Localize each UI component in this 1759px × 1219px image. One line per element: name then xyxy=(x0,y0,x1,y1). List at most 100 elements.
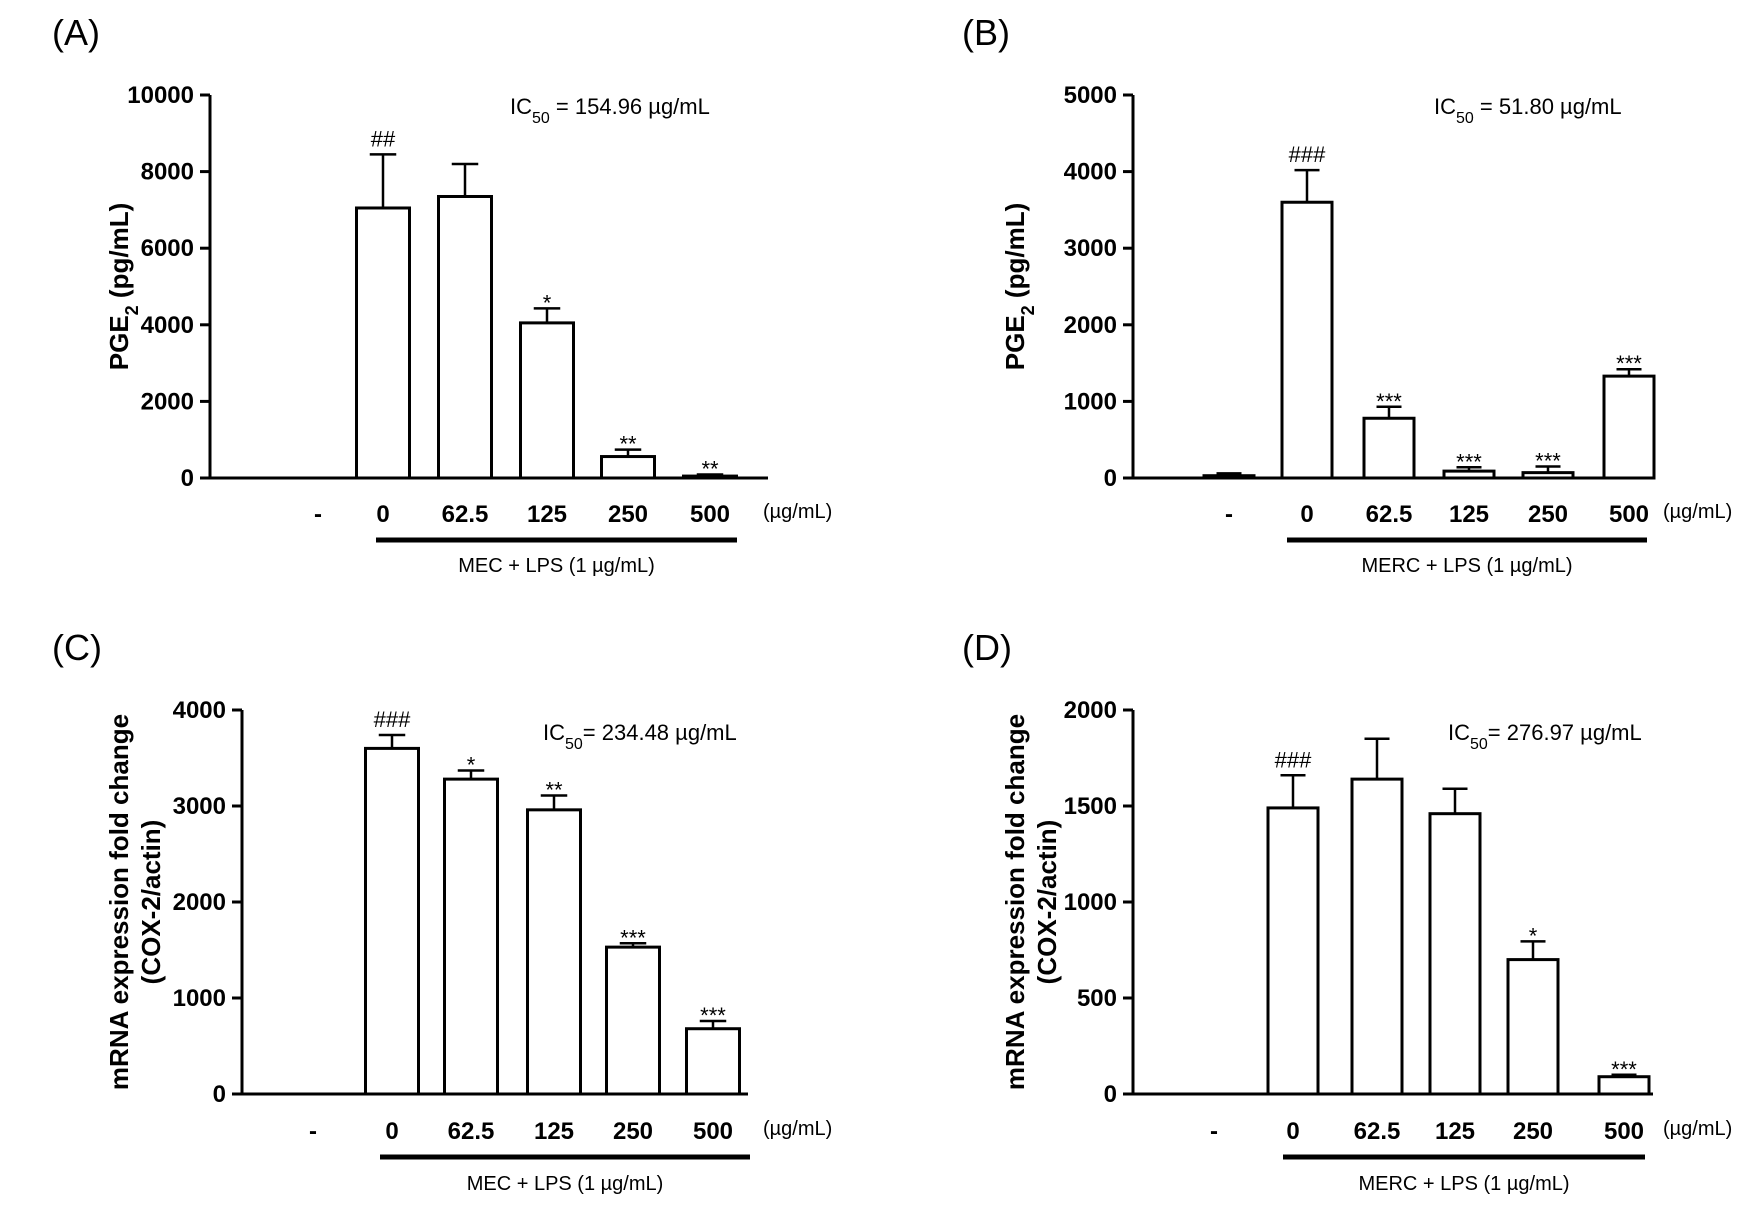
y-tick-label: 2000 xyxy=(141,388,194,415)
ic50-annotation: IC50 = 154.96 µg/mL xyxy=(510,94,710,127)
y-tick-label: 1000 xyxy=(1064,388,1117,415)
y-tick-label: 1000 xyxy=(1064,889,1117,916)
x-tick-label: 62.5 xyxy=(448,1118,495,1145)
group-label: MEC + LPS (1 µg/mL) xyxy=(467,1173,664,1195)
ic50-annotation: IC50= 234.48 µg/mL xyxy=(543,720,737,753)
x-tick-label: 62.5 xyxy=(1354,1118,1401,1145)
x-tick-label: 62.5 xyxy=(442,501,489,528)
significance-label: *** xyxy=(700,1003,726,1028)
y-tick-label: 10000 xyxy=(127,82,194,109)
x-tick-label: 0 xyxy=(1300,501,1313,528)
significance-label: ### xyxy=(1275,747,1312,772)
ic50-value: = 154.96 µg/mL xyxy=(550,94,710,119)
significance-label: ## xyxy=(371,126,396,151)
y-tick-label: 0 xyxy=(181,465,194,492)
x-tick-label: 0 xyxy=(385,1118,398,1145)
bar xyxy=(685,1027,741,1096)
y-tick-label: 0 xyxy=(1104,1081,1117,1108)
x-unit-label: (µg/mL) xyxy=(763,501,832,523)
ic50-prefix: IC xyxy=(1434,94,1456,119)
significance-label: ### xyxy=(374,707,411,732)
chart-panel: (A) 0 2000 4000 6000 8000 10000 PGE2 (pg/mL) - ##… xyxy=(52,12,832,577)
bar xyxy=(600,455,656,480)
y-axis-label-suffix: (pg/mL) xyxy=(1000,203,1030,306)
panel-label: (A) xyxy=(52,12,100,53)
ic50-prefix: IC xyxy=(510,94,532,119)
bar xyxy=(364,746,420,1096)
significance-label: * xyxy=(1529,923,1538,948)
y-axis-label-sub: 2 xyxy=(122,305,142,315)
y-tick-label: 0 xyxy=(213,1081,226,1108)
x-tick-label: 62.5 xyxy=(1366,501,1413,528)
ic50-value: = 51.80 µg/mL xyxy=(1474,94,1622,119)
x-tick-label: - xyxy=(309,1118,317,1145)
y-tick-label: 6000 xyxy=(141,235,194,262)
y-axis-label: mRNA expression fold change xyxy=(1000,714,1030,1090)
y-axis-label-main: PGE xyxy=(1000,315,1030,370)
y-tick-label: 4000 xyxy=(1064,159,1117,186)
significance-label: ** xyxy=(545,777,563,802)
x-tick-label: 125 xyxy=(534,1118,574,1145)
y-tick-label: 1500 xyxy=(1064,793,1117,820)
bar xyxy=(1362,416,1416,480)
x-tick-label: 125 xyxy=(1435,1118,1475,1145)
x-unit-label: (µg/mL) xyxy=(1663,501,1732,523)
x-tick-label: 250 xyxy=(1513,1118,1553,1145)
ic50-prefix: IC xyxy=(543,720,565,745)
x-tick-label: 0 xyxy=(1286,1118,1299,1145)
bar xyxy=(526,808,582,1096)
bar xyxy=(1602,374,1656,480)
bar xyxy=(355,206,411,480)
y-tick-label: 3000 xyxy=(1064,235,1117,262)
bar xyxy=(437,194,493,480)
ic50-value: = 276.97 µg/mL xyxy=(1488,720,1642,745)
panel-label: (D) xyxy=(962,627,1012,668)
y-axis-label-sub: 2 xyxy=(1018,305,1038,315)
y-tick-label: 8000 xyxy=(141,159,194,186)
ic50-sub: 50 xyxy=(565,736,583,753)
significance-label: * xyxy=(543,290,552,315)
x-unit-label: (µg/mL) xyxy=(1663,1118,1732,1140)
significance-label: ** xyxy=(619,432,637,457)
ic50-value: = 234.48 µg/mL xyxy=(583,720,737,745)
chart-panel: (D) 0 500 1000 1500 2000 mRNA expression fold … xyxy=(962,627,1732,1195)
ic50-annotation: IC50= 276.97 µg/mL xyxy=(1448,720,1642,753)
y-axis-label-line2: (COX-2/actin) xyxy=(1032,820,1062,985)
y-tick-label: 2000 xyxy=(1064,312,1117,339)
ic50-sub: 50 xyxy=(1456,110,1474,127)
x-tick-label: 500 xyxy=(1609,501,1649,528)
y-tick-label: 3000 xyxy=(173,793,226,820)
bar xyxy=(519,321,575,480)
y-axis-label: mRNA expression fold change xyxy=(104,714,134,1090)
y-tick-label: 2000 xyxy=(1064,697,1117,724)
x-tick-label: - xyxy=(1225,501,1233,528)
group-label: MEC + LPS (1 µg/mL) xyxy=(458,555,655,577)
significance-label: ### xyxy=(1289,142,1326,167)
significance-label: * xyxy=(467,752,476,777)
y-axis-label-line2: (COX-2/actin) xyxy=(136,820,166,985)
y-tick-label: 2000 xyxy=(173,889,226,916)
bar xyxy=(1280,200,1334,480)
x-tick-label: 0 xyxy=(376,501,389,528)
x-tick-label: - xyxy=(314,501,322,528)
ic50-sub: 50 xyxy=(532,110,550,127)
significance-label: *** xyxy=(1535,449,1561,474)
x-tick-label: 500 xyxy=(1604,1118,1644,1145)
y-tick-label: 5000 xyxy=(1064,82,1117,109)
bar xyxy=(1350,777,1404,1096)
significance-label: *** xyxy=(1611,1057,1637,1082)
bar xyxy=(1266,806,1320,1096)
bar xyxy=(443,777,499,1096)
chart-panel: (C) 0 1000 2000 3000 4000 mRNA expression fold… xyxy=(52,627,832,1195)
x-tick-label: 250 xyxy=(1528,501,1568,528)
y-axis-label-suffix: (pg/mL) xyxy=(104,203,134,306)
bar xyxy=(605,945,661,1096)
x-tick-label: 250 xyxy=(608,501,648,528)
bar xyxy=(1202,474,1256,480)
x-unit-label: (µg/mL) xyxy=(763,1118,832,1140)
significance-label: *** xyxy=(1456,449,1482,474)
y-axis-label-main: PGE xyxy=(104,315,134,370)
significance-label: *** xyxy=(1616,351,1642,376)
